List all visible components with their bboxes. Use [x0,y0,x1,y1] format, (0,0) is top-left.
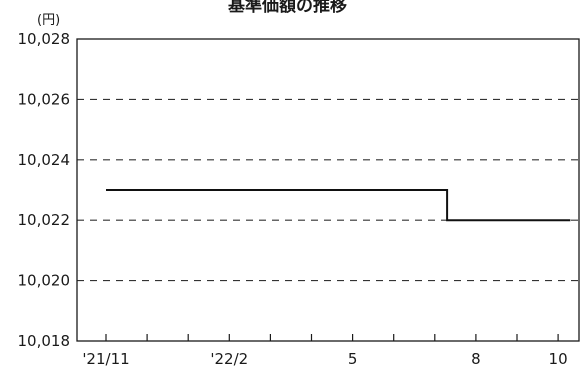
x-tick-label: 8 [471,350,481,368]
y-tick-label: 10,018 [18,332,71,350]
y-tick-labels: 10,018 10,020 10,022 10,024 10,026 10,028 [18,30,71,350]
y-tick-label: 10,026 [18,90,71,108]
series-group [106,189,571,222]
x-tick-labels: '21/11 '22/2 5 8 10 [82,350,567,368]
y-tick-label: 10,022 [18,211,71,229]
x-ticks [105,334,559,341]
x-tick-label: '22/2 [210,350,248,368]
x-tick-label: 10 [549,350,568,368]
x-tick-label: '21/11 [82,350,129,368]
x-tick-label: 5 [348,350,358,368]
chart-title: 基準価額の推移 [228,0,347,16]
y-tick-label: 10,028 [18,30,71,48]
y-axis-unit-label: (円) [37,13,61,28]
y-tick-label: 10,020 [18,272,71,290]
y-tick-label: 10,024 [18,151,71,169]
series-line [106,189,571,222]
plot-frame [76,38,580,342]
